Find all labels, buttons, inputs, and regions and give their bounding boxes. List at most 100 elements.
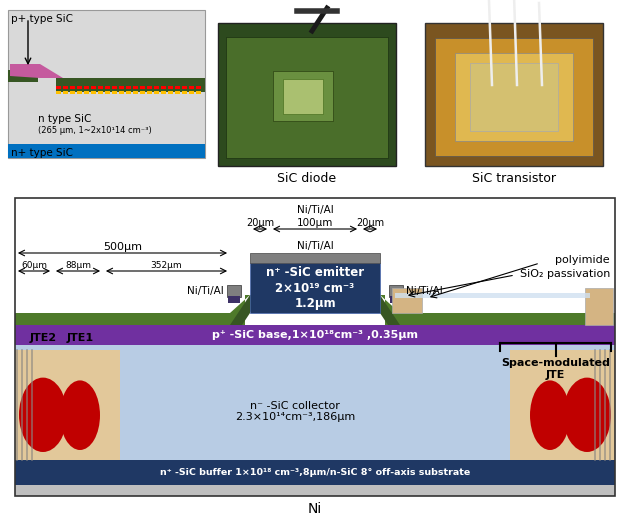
Bar bbox=[147, 90, 151, 94]
Bar bbox=[119, 86, 123, 89]
Bar bbox=[395, 293, 590, 298]
Bar bbox=[389, 285, 403, 297]
Text: n⁻ -SiC collector
2.3×10¹⁴cm⁻³,186μm: n⁻ -SiC collector 2.3×10¹⁴cm⁻³,186μm bbox=[235, 401, 355, 422]
Bar bbox=[8, 70, 38, 82]
Bar bbox=[175, 90, 180, 94]
Bar bbox=[15, 198, 615, 496]
Bar bbox=[91, 86, 96, 89]
Polygon shape bbox=[10, 64, 63, 78]
Bar bbox=[8, 144, 205, 158]
Bar bbox=[15, 460, 615, 485]
Bar bbox=[98, 90, 103, 94]
Bar bbox=[182, 86, 186, 89]
Bar bbox=[227, 285, 241, 297]
Bar bbox=[77, 90, 81, 94]
Bar bbox=[161, 90, 166, 94]
Ellipse shape bbox=[60, 380, 100, 450]
Text: 20μm: 20μm bbox=[356, 218, 384, 228]
Bar bbox=[196, 90, 200, 94]
Text: n⁺ -SiC emitter
2×10¹⁹ cm⁻³
1.2μm: n⁺ -SiC emitter 2×10¹⁹ cm⁻³ 1.2μm bbox=[266, 267, 364, 309]
Text: 500μm: 500μm bbox=[103, 242, 142, 252]
Bar bbox=[15, 313, 230, 325]
Bar bbox=[392, 288, 422, 313]
Polygon shape bbox=[230, 295, 400, 325]
Bar bbox=[168, 86, 173, 89]
Text: 100μm: 100μm bbox=[297, 218, 333, 228]
Bar bbox=[98, 86, 103, 89]
Bar bbox=[15, 350, 120, 460]
Bar bbox=[273, 71, 333, 121]
Bar bbox=[63, 86, 67, 89]
Text: JTE1: JTE1 bbox=[66, 333, 94, 343]
Text: (265 μm, 1~2x10¹14 cm⁻³): (265 μm, 1~2x10¹14 cm⁻³) bbox=[38, 126, 152, 135]
Bar bbox=[228, 296, 240, 303]
Bar bbox=[15, 325, 615, 345]
Bar bbox=[182, 90, 186, 94]
Text: n+ type SiC: n+ type SiC bbox=[11, 148, 73, 158]
Bar bbox=[250, 253, 380, 263]
Text: SiO₂ passivation: SiO₂ passivation bbox=[520, 269, 610, 279]
Bar bbox=[84, 90, 88, 94]
Bar bbox=[56, 86, 60, 89]
Bar bbox=[63, 90, 67, 94]
Text: n⁺ -SiC buffer 1×10¹⁸ cm⁻³,8μm/n-SiC 8° off-axis substrate: n⁺ -SiC buffer 1×10¹⁸ cm⁻³,8μm/n-SiC 8° … bbox=[160, 468, 470, 477]
Text: p⁺ -SiC base,1×10¹⁸cm⁻³ ,0.35μm: p⁺ -SiC base,1×10¹⁸cm⁻³ ,0.35μm bbox=[212, 330, 418, 340]
Text: p+ type SiC: p+ type SiC bbox=[11, 14, 73, 24]
Bar bbox=[154, 86, 159, 89]
Bar bbox=[455, 53, 573, 141]
Bar bbox=[112, 90, 117, 94]
Text: Ni/Ti/Al: Ni/Ti/Al bbox=[187, 286, 224, 296]
Bar bbox=[168, 90, 173, 94]
Text: 88μm: 88μm bbox=[65, 261, 91, 270]
Bar bbox=[56, 90, 60, 94]
Bar bbox=[470, 63, 558, 131]
Bar bbox=[140, 86, 144, 89]
Bar bbox=[189, 90, 193, 94]
Ellipse shape bbox=[563, 378, 611, 452]
Text: polyimide: polyimide bbox=[556, 255, 610, 265]
Text: Ni/Ti/Al: Ni/Ti/Al bbox=[297, 205, 333, 215]
Bar bbox=[105, 86, 110, 89]
Bar bbox=[140, 90, 144, 94]
Bar bbox=[425, 23, 603, 166]
Text: n type SiC: n type SiC bbox=[38, 114, 91, 124]
Bar bbox=[15, 485, 615, 496]
Ellipse shape bbox=[19, 378, 67, 452]
Bar bbox=[147, 86, 151, 89]
Ellipse shape bbox=[530, 380, 570, 450]
Bar bbox=[218, 23, 396, 166]
Text: Ni/Ti/Al: Ni/Ti/Al bbox=[297, 241, 333, 251]
Bar bbox=[133, 90, 137, 94]
Text: 20μm: 20μm bbox=[246, 218, 274, 228]
Polygon shape bbox=[368, 295, 400, 325]
Bar bbox=[126, 86, 130, 89]
Text: 352μm: 352μm bbox=[151, 261, 182, 270]
Bar bbox=[189, 86, 193, 89]
Bar bbox=[250, 263, 380, 313]
Bar bbox=[435, 38, 593, 156]
Text: Space-modulated: Space-modulated bbox=[501, 358, 610, 368]
Bar bbox=[400, 313, 615, 325]
Bar bbox=[390, 296, 402, 303]
Bar bbox=[91, 90, 96, 94]
Bar bbox=[510, 350, 615, 460]
Bar bbox=[15, 345, 615, 460]
Polygon shape bbox=[230, 295, 262, 325]
Bar bbox=[126, 90, 130, 94]
Bar bbox=[84, 86, 88, 89]
Text: 60μm: 60μm bbox=[21, 261, 47, 270]
Bar bbox=[56, 78, 205, 92]
Bar bbox=[161, 86, 166, 89]
Bar bbox=[112, 86, 117, 89]
Bar bbox=[105, 90, 110, 94]
Text: Ni/Ti/Al: Ni/Ti/Al bbox=[406, 286, 443, 296]
Bar bbox=[119, 90, 123, 94]
Bar bbox=[226, 37, 388, 158]
Bar bbox=[77, 86, 81, 89]
Text: Ni: Ni bbox=[308, 502, 322, 516]
Text: JTE: JTE bbox=[546, 370, 565, 380]
Bar bbox=[585, 288, 613, 325]
Bar bbox=[283, 79, 323, 114]
Text: SiC transistor: SiC transistor bbox=[472, 172, 556, 185]
Bar bbox=[175, 86, 180, 89]
